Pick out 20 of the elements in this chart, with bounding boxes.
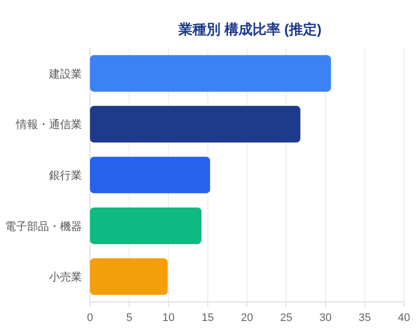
x-tick-label: 30: [319, 312, 332, 324]
x-tick-label: 35: [358, 312, 371, 324]
y-tick-label: 銀行業: [49, 170, 82, 182]
x-tick-label: 0: [86, 312, 94, 324]
bar: [90, 106, 300, 142]
bar: [90, 156, 210, 194]
x-tick-label: 15: [202, 312, 214, 324]
y-tick-label: 建設業: [48, 67, 82, 80]
y-tick-label: 情報・通信業: [15, 118, 82, 132]
chart-title: 業種別 構成比率 (推定): [177, 21, 322, 37]
x-tick-label: 20: [240, 312, 254, 324]
bar: [90, 258, 168, 295]
bar: [90, 55, 331, 92]
x-tick-label: 5: [126, 312, 132, 324]
bar: [90, 208, 202, 244]
x-tick-label: 10: [162, 312, 175, 324]
y-tick-label: 小売業: [49, 270, 82, 284]
x-tick-label: 40: [398, 312, 410, 324]
y-tick-label: 電子部品・機器: [5, 220, 82, 233]
x-tick-label: 25: [280, 312, 292, 324]
